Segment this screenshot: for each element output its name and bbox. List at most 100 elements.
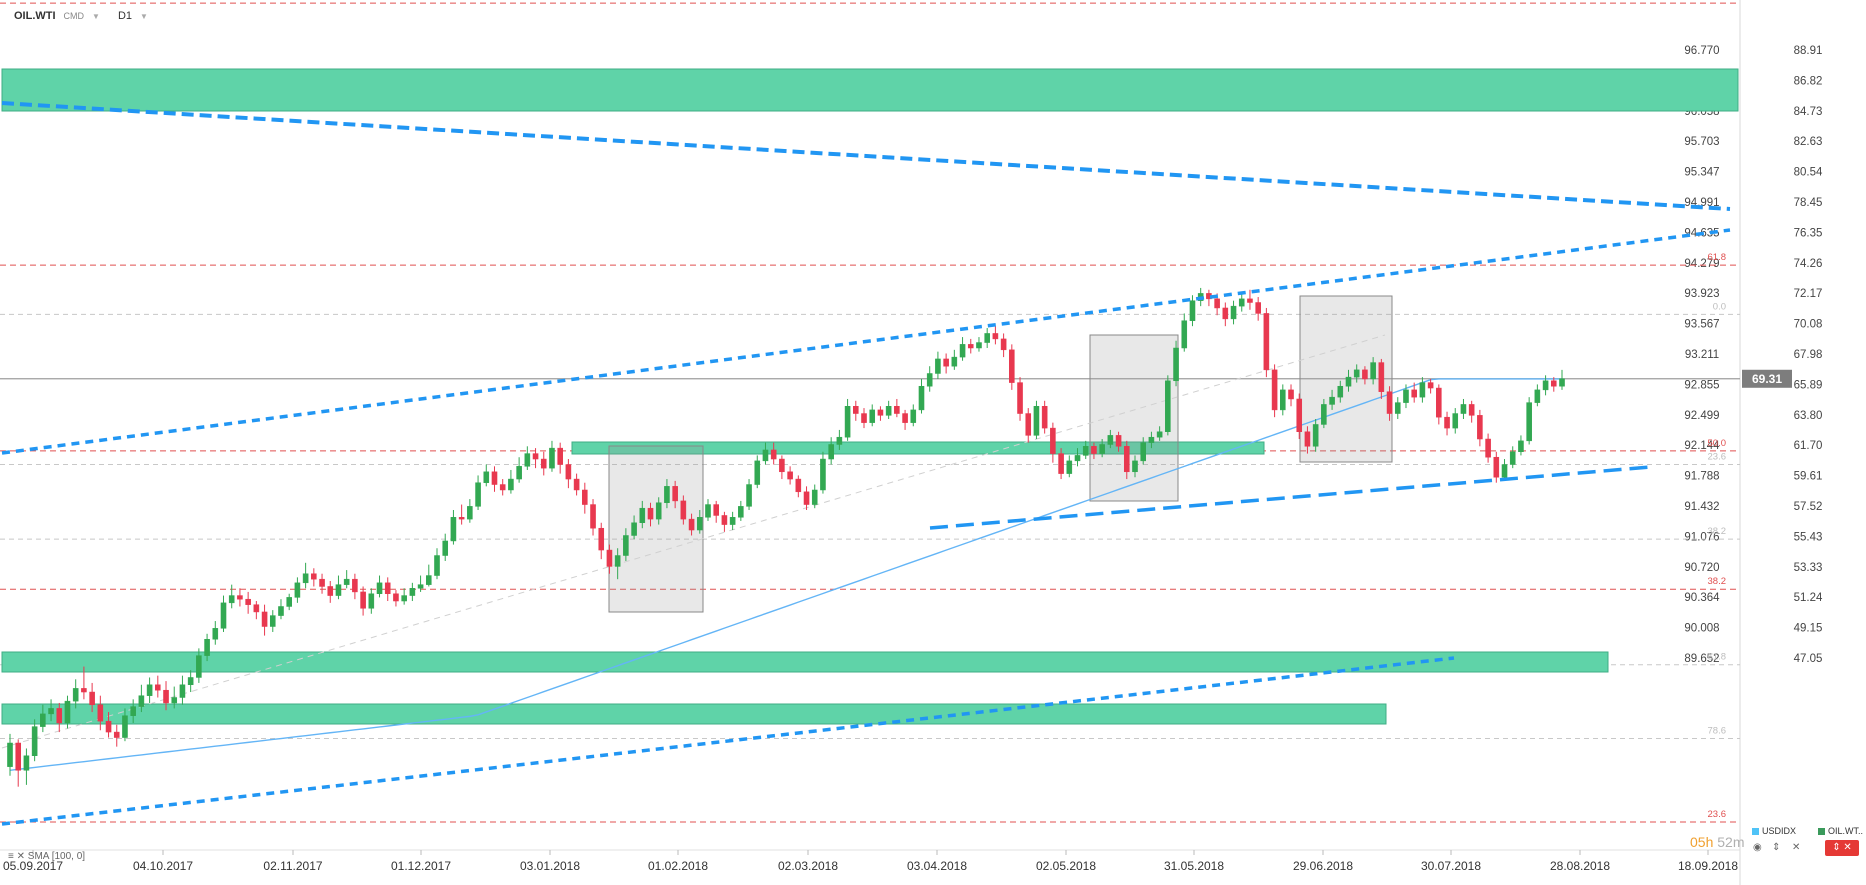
candle[interactable] bbox=[820, 458, 826, 491]
candle[interactable] bbox=[1534, 389, 1541, 403]
candle[interactable] bbox=[196, 655, 202, 678]
candle[interactable] bbox=[1156, 431, 1163, 438]
candle[interactable] bbox=[286, 597, 292, 607]
candle[interactable] bbox=[23, 755, 30, 771]
candle[interactable] bbox=[1296, 398, 1303, 432]
candle[interactable] bbox=[1025, 413, 1032, 436]
candle[interactable] bbox=[1222, 307, 1229, 320]
candle[interactable] bbox=[705, 504, 711, 518]
candle[interactable] bbox=[1230, 305, 1237, 320]
candle[interactable] bbox=[1280, 389, 1286, 411]
candle[interactable] bbox=[1403, 389, 1409, 403]
candle[interactable] bbox=[1345, 376, 1352, 387]
candle[interactable] bbox=[130, 706, 136, 716]
candle[interactable] bbox=[1493, 456, 1500, 478]
trend-line-channel-top[interactable] bbox=[1, 228, 1731, 455]
highlight-box[interactable] bbox=[608, 445, 704, 613]
candle[interactable] bbox=[1427, 382, 1434, 389]
candle[interactable] bbox=[163, 689, 169, 704]
candle[interactable] bbox=[935, 358, 941, 374]
candle[interactable] bbox=[1082, 446, 1089, 456]
candle[interactable] bbox=[984, 333, 990, 343]
candle[interactable] bbox=[1419, 382, 1426, 398]
candle[interactable] bbox=[976, 342, 982, 349]
candle[interactable] bbox=[1452, 413, 1459, 429]
trend-line-support[interactable] bbox=[929, 465, 1651, 530]
candle[interactable] bbox=[302, 573, 309, 584]
candle[interactable] bbox=[31, 726, 38, 756]
candle[interactable] bbox=[294, 582, 301, 598]
candle[interactable] bbox=[1000, 338, 1007, 351]
candle[interactable] bbox=[869, 409, 876, 423]
candle[interactable] bbox=[918, 385, 925, 411]
chevron-down-icon[interactable]: ▼ bbox=[140, 11, 148, 21]
candle[interactable] bbox=[573, 478, 580, 491]
candle[interactable] bbox=[1074, 455, 1081, 462]
candle[interactable] bbox=[1468, 404, 1475, 416]
candle[interactable] bbox=[1017, 382, 1023, 414]
candle[interactable] bbox=[237, 595, 243, 600]
candle[interactable] bbox=[253, 604, 260, 613]
candle[interactable] bbox=[187, 677, 194, 686]
candle[interactable] bbox=[89, 691, 95, 706]
candle[interactable] bbox=[1550, 380, 1557, 387]
candle[interactable] bbox=[1329, 396, 1335, 405]
candle[interactable] bbox=[951, 356, 958, 367]
candle[interactable] bbox=[1436, 387, 1442, 418]
candle[interactable] bbox=[1378, 362, 1385, 392]
indicator-settings-icon[interactable]: ≡ ✕ bbox=[8, 851, 25, 862]
candle[interactable] bbox=[516, 466, 522, 480]
candle[interactable] bbox=[146, 684, 153, 696]
candle[interactable] bbox=[417, 584, 424, 589]
candle[interactable] bbox=[1304, 431, 1311, 447]
candle[interactable] bbox=[1312, 424, 1319, 447]
candle[interactable] bbox=[1033, 406, 1040, 436]
candle[interactable] bbox=[1091, 446, 1097, 454]
candle[interactable] bbox=[458, 517, 465, 520]
candle[interactable] bbox=[1477, 415, 1483, 440]
candle[interactable] bbox=[105, 720, 112, 733]
candle[interactable] bbox=[245, 598, 251, 605]
candle[interactable] bbox=[1189, 300, 1196, 321]
symbol-label[interactable]: OIL.WTI bbox=[14, 10, 56, 22]
candle[interactable] bbox=[278, 606, 284, 616]
candle[interactable] bbox=[549, 447, 555, 469]
candle[interactable] bbox=[376, 582, 383, 594]
candle[interactable] bbox=[943, 358, 949, 367]
candle[interactable] bbox=[1165, 380, 1171, 432]
candle[interactable] bbox=[1518, 440, 1524, 453]
candle[interactable] bbox=[327, 586, 334, 596]
trend-line-channel-bottom[interactable] bbox=[1, 656, 1455, 826]
candle[interactable] bbox=[72, 688, 79, 702]
candle[interactable] bbox=[894, 406, 900, 414]
price-zone[interactable] bbox=[1, 651, 1609, 673]
candle[interactable] bbox=[557, 447, 563, 465]
candle[interactable] bbox=[1099, 444, 1105, 454]
candle[interactable] bbox=[212, 628, 219, 640]
candle[interactable] bbox=[483, 471, 490, 483]
candle[interactable] bbox=[352, 578, 358, 593]
candle[interactable] bbox=[343, 578, 350, 585]
candle[interactable] bbox=[770, 449, 777, 460]
candle[interactable] bbox=[713, 504, 719, 516]
candle[interactable] bbox=[926, 373, 933, 387]
candle[interactable] bbox=[7, 742, 13, 767]
candle[interactable] bbox=[15, 742, 22, 771]
candle[interactable] bbox=[532, 453, 539, 460]
trend-line-upper[interactable] bbox=[1, 101, 1731, 211]
candle[interactable] bbox=[1041, 406, 1048, 429]
candle[interactable] bbox=[409, 588, 416, 596]
interval-label[interactable]: D1 bbox=[117, 10, 133, 22]
candle[interactable] bbox=[877, 409, 884, 416]
candle[interactable] bbox=[1181, 320, 1188, 349]
candle[interactable] bbox=[902, 413, 908, 423]
candle[interactable] bbox=[269, 615, 276, 627]
candle[interactable] bbox=[680, 500, 687, 520]
candle[interactable] bbox=[171, 697, 178, 704]
candle[interactable] bbox=[664, 486, 670, 503]
candle[interactable] bbox=[1353, 369, 1360, 378]
candle[interactable] bbox=[836, 436, 843, 445]
chevron-down-icon[interactable]: ▼ bbox=[92, 11, 100, 21]
candle[interactable] bbox=[655, 502, 662, 520]
